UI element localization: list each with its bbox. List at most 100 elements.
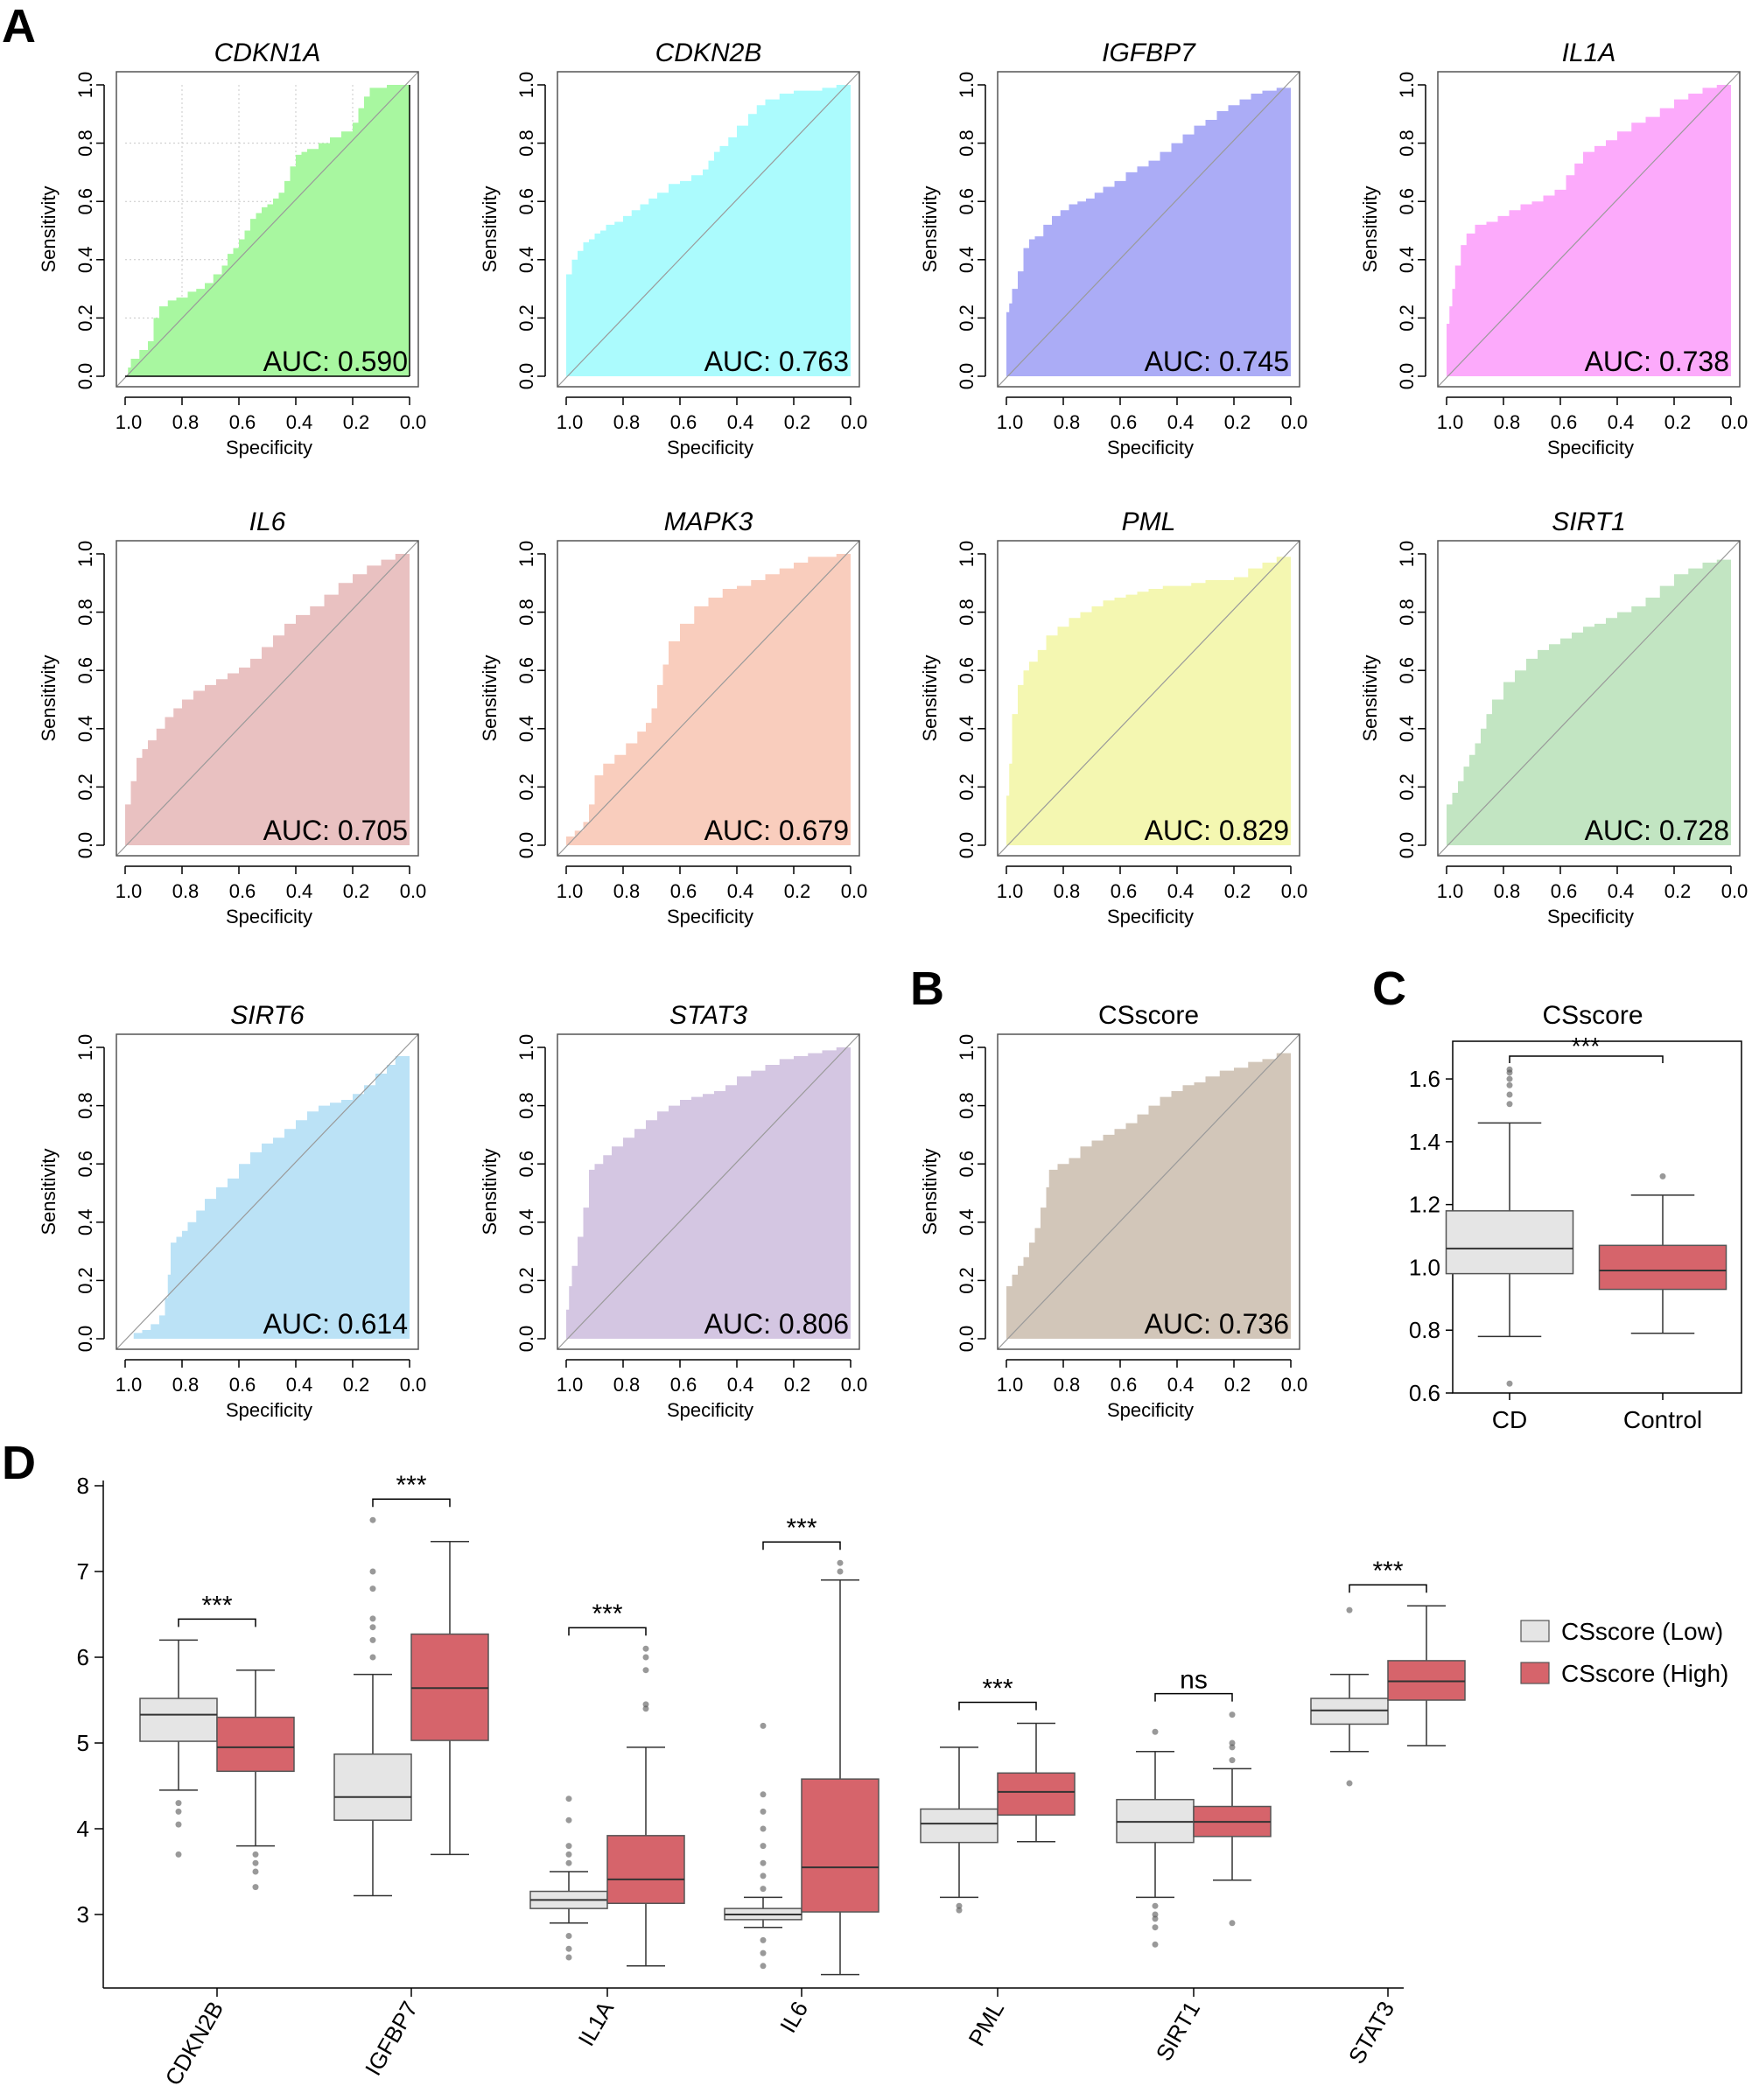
x-axis-label: Specificity (226, 1399, 312, 1421)
y-axis-label: Sensitivity (479, 654, 501, 741)
outlier-point (1152, 1941, 1159, 1948)
y-tick-label: 0.2 (515, 304, 537, 332)
y-tick-label: 1.0 (956, 1034, 978, 1061)
box (216, 1716, 295, 1773)
x-tick-label: 1.0 (557, 880, 584, 902)
x-tick-label: 0.4 (727, 880, 754, 902)
y-axis-label: Sensitivity (1359, 186, 1381, 272)
outlier-point (642, 1701, 649, 1708)
boxplot-cd-vs-control: CSscore 0.6 0.8 1.0 1.2 1.4 1.6 CD Control *** (1409, 1001, 1742, 1433)
auc-label: AUC: 0.728 (1585, 815, 1729, 846)
auc-prefix: AUC: (263, 346, 338, 377)
y-axis-label: Sensitivity (38, 186, 60, 272)
group-cdkn2b: *** CDKN2B (139, 1591, 295, 2090)
y-tick-label: 1.4 (1409, 1129, 1440, 1155)
y-axis-label: Sensitivity (38, 654, 60, 741)
auc-prefix: AUC: (263, 1308, 338, 1340)
y-tick-label: 0.8 (74, 1092, 96, 1119)
x-tick-label: 0.8 (172, 1374, 200, 1396)
x-tick-label: 0.0 (400, 411, 427, 433)
outlier-point (565, 1851, 572, 1858)
y-tick-label: 0.0 (1396, 363, 1418, 390)
x-tick-label: 0.6 (670, 880, 697, 902)
auc-label: AUC: 0.763 (704, 346, 849, 377)
roc-chart: CSscore 0.0 0.2 0.4 0.6 0.8 1.0 Sensitivity 1.0 0… (919, 1001, 1307, 1421)
y-tick-label: 0.8 (515, 130, 537, 157)
chart-title: CDKN2B (655, 38, 762, 67)
x-tick-label: 1.0 (116, 1374, 143, 1396)
auc-label: AUC: 0.679 (704, 815, 849, 846)
outlier-point (369, 1586, 376, 1592)
significance-label: ns (1180, 1666, 1208, 1695)
y-tick-label: 0.4 (1396, 247, 1418, 274)
roc-chart: IL1A 0.0 0.2 0.4 0.6 0.8 1.0 Sensitivity 1.0 0.8 0… (1359, 38, 1748, 458)
outlier-point (565, 1816, 572, 1824)
plot-frame (116, 540, 419, 857)
x-tick-label: 0.4 (286, 411, 313, 433)
box (606, 1835, 685, 1905)
y-tick-label: 1.0 (956, 72, 978, 99)
chart-title: MAPK3 (664, 508, 753, 536)
y-tick-label: 0.0 (1396, 832, 1418, 859)
y-tick-label: 0.2 (956, 1267, 978, 1294)
y-tick-label: 0.8 (1396, 598, 1418, 626)
y-tick-label: 0.6 (1396, 657, 1418, 684)
outlier-point (642, 1654, 649, 1661)
x-tick-label: 0.2 (784, 880, 811, 902)
x-tick-label: Control (1623, 1406, 1702, 1433)
outlier-point (760, 1872, 767, 1880)
outlier-point (565, 1843, 572, 1850)
y-tick-label: 1.0 (515, 72, 537, 99)
auc-prefix: AUC: (1145, 1308, 1219, 1340)
box (920, 1808, 999, 1844)
roc-chart: PML 0.0 0.2 0.4 0.6 0.8 1.0 Sensitivity 1.0 0.8 0.… (919, 508, 1307, 928)
outlier-point (642, 1705, 649, 1712)
outlier-point (175, 1821, 182, 1828)
y-tick-label: 0.2 (956, 774, 978, 801)
group-il1a: *** IL1A (529, 1600, 685, 2050)
outlier-point (369, 1615, 376, 1622)
outlier-point (1506, 1082, 1513, 1088)
auc-value: 0.705 (338, 815, 408, 846)
outlier-point (760, 1791, 767, 1798)
y-tick-label: 0.0 (956, 1326, 978, 1353)
outlier-point (175, 1800, 182, 1807)
auc-label: AUC: 0.736 (1145, 1308, 1289, 1340)
panel-label-d: D (2, 1437, 36, 1489)
outlier-point (252, 1851, 259, 1858)
outlier-point (175, 1808, 182, 1815)
x-tick-label: 0.4 (1167, 1374, 1195, 1396)
y-tick-label: 0.0 (515, 363, 537, 390)
x-tick-label: 1.0 (997, 880, 1024, 902)
outlier-point (760, 1843, 767, 1850)
y-tick-label: 1.0 (74, 72, 96, 99)
y-axis-label: Sensitivity (919, 186, 941, 272)
significance-bracket (178, 1618, 256, 1628)
x-tick-label: 0.4 (1167, 411, 1195, 433)
y-tick-label: 0.2 (1396, 774, 1418, 801)
y-tick-label: 0.0 (515, 1326, 537, 1353)
outlier-point (1152, 1911, 1159, 1918)
outlier-point (1152, 1924, 1159, 1931)
auc-value: 0.590 (338, 346, 408, 377)
outlier-point (760, 1936, 767, 1943)
y-tick-label: 0.8 (74, 130, 96, 157)
auc-prefix: AUC: (1585, 815, 1659, 846)
auc-value: 0.738 (1659, 346, 1729, 377)
outlier-point (1229, 1757, 1236, 1764)
chart-title: IL1A (1562, 38, 1616, 67)
y-tick-label: 1.0 (1409, 1254, 1440, 1280)
x-tick-label: 1.0 (116, 411, 143, 433)
panel-label-a: A (2, 0, 36, 52)
y-tick-label: 0.6 (515, 657, 537, 684)
x-tick-label: SIRT1 (1151, 1997, 1206, 2065)
y-tick-label: 0.8 (956, 1092, 978, 1119)
y-tick-label: 0.6 (74, 188, 96, 215)
x-tick-label: 0.8 (613, 411, 641, 433)
chart-title: STAT3 (669, 1001, 747, 1030)
significance-label: *** (786, 1514, 816, 1543)
x-tick-label: 1.0 (1437, 880, 1464, 902)
outlier-point (1506, 1091, 1513, 1098)
reference-diagonal (997, 540, 1300, 857)
